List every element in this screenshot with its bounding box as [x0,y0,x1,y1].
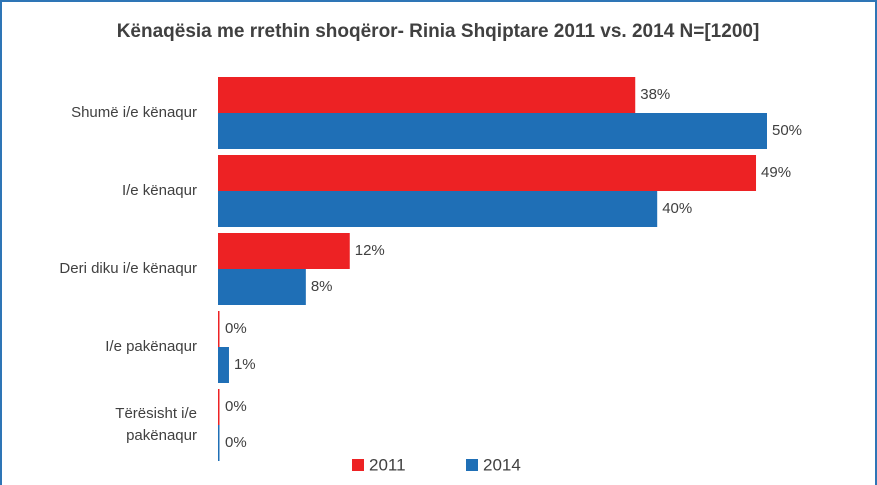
data-label: 50% [772,122,802,139]
category-label: Shumë i/e kënaqur [71,104,197,121]
category-label: I/e kënaqur [121,182,197,199]
data-label: 49% [761,164,791,181]
legend-label: 2014 [483,455,521,474]
bar [218,347,229,383]
category-label: Tërësisht i/e pakënaqur [115,405,197,444]
data-label: 0% [225,320,247,337]
data-label: 8% [311,278,333,295]
category-label: Deri diku i/e kënaqur [59,260,197,277]
data-label: 40% [662,200,692,217]
bar [218,155,757,191]
bar [218,113,767,149]
data-label: 12% [355,242,385,259]
data-label: 1% [234,356,256,373]
category-label: I/e pakënaqur [105,338,197,355]
bar [218,233,350,269]
bar [218,425,220,461]
bar [218,311,220,347]
legend-swatch [352,459,364,471]
data-label: 38% [640,86,670,103]
bar [218,269,306,305]
legend-label: 2011 [369,455,406,474]
data-label: 0% [225,398,247,415]
legend-swatch [466,459,478,471]
bar [218,77,636,113]
bar [218,389,220,425]
chart-title: Kënaqësia me rrethin shoqëror- Rinia Shq… [117,21,760,42]
data-label: 0% [225,434,247,451]
bar [218,191,658,227]
